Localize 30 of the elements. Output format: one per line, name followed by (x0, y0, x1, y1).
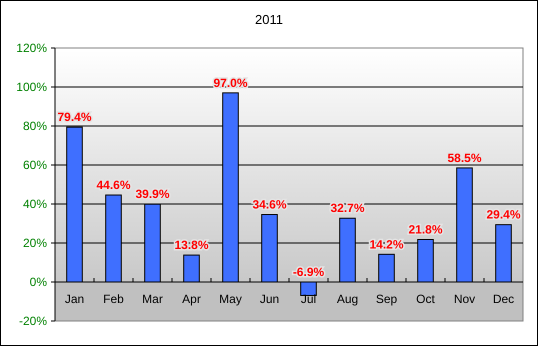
x-tick-label: Jan (64, 292, 84, 306)
x-tick-label: Feb (103, 292, 124, 306)
x-tick-label: May (219, 292, 242, 306)
data-label: 97.0% (213, 76, 248, 90)
x-tick-label: Apr (182, 292, 201, 306)
y-tick-label: 120% (16, 41, 48, 56)
chart-title: 2011 (255, 12, 283, 27)
y-tick-label: 40% (22, 197, 48, 212)
x-tick-label: Jul (300, 292, 316, 306)
x-tick-label: Sep (376, 292, 398, 306)
data-label: 79.4% (57, 110, 92, 124)
data-label: -6.9% (292, 265, 324, 279)
x-tick-label: Mar (142, 292, 163, 306)
x-tick-label: Oct (416, 292, 436, 306)
y-tick-label: -20% (18, 314, 48, 328)
data-label: 29.4% (486, 208, 521, 222)
x-tick-label: Jun (260, 292, 280, 306)
x-tick-label: Dec (492, 292, 514, 306)
y-tick-label: 100% (16, 80, 48, 94)
y-tick-label: 80% (22, 119, 48, 134)
x-tick-label: Nov (454, 292, 476, 306)
x-tick-label: Aug (336, 292, 358, 306)
data-label: 21.8% (408, 222, 443, 236)
y-tick-label: 0% (30, 275, 48, 290)
data-label: 58.5% (447, 150, 482, 165)
data-label: 39.9% (135, 187, 170, 202)
y-tick-label: 60% (22, 158, 48, 172)
data-label: 32.7% (330, 201, 365, 216)
data-label: 44.6% (96, 178, 131, 192)
y-tick-label: 20% (22, 236, 48, 250)
